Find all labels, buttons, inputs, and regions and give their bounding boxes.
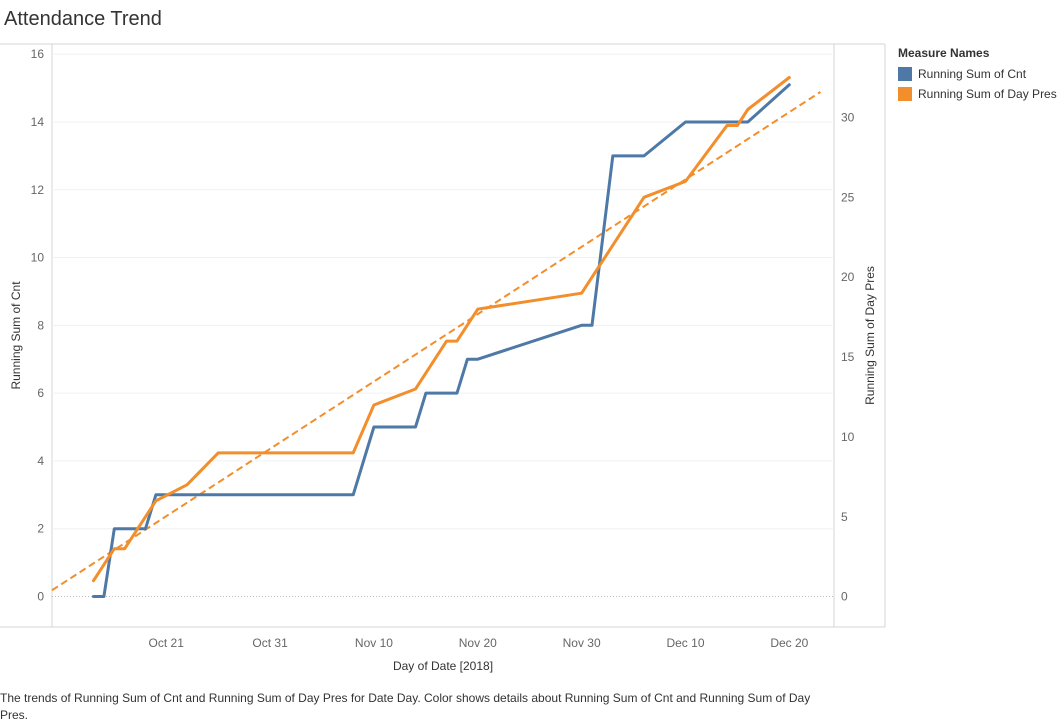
chart-title: Attendance Trend <box>4 8 162 30</box>
y-right-tick-label: 25 <box>841 190 855 204</box>
y-left-tick-label: 12 <box>31 183 45 197</box>
y-right-tick-label: 15 <box>841 350 855 364</box>
x-tick-label: Nov 10 <box>355 636 393 650</box>
y-left-tick-label: 8 <box>37 318 44 332</box>
x-tick-label: Oct 21 <box>149 636 185 650</box>
legend-label-day-pres: Running Sum of Day Pres <box>918 87 1057 101</box>
y-left-tick-label: 14 <box>31 115 45 129</box>
y-left-axis-title: Running Sum of Cnt <box>9 281 23 390</box>
y-left-tick-label: 16 <box>31 47 45 61</box>
trend-line-day-pres <box>51 91 822 592</box>
y-left-tick-label: 2 <box>37 522 44 536</box>
legend-swatch-day-pres <box>898 87 912 101</box>
x-tick-label: Oct 31 <box>252 636 288 650</box>
legend-swatch-cnt <box>898 67 912 81</box>
y-right-tick-label: 30 <box>841 110 855 124</box>
chart-canvas: 0 2 4 6 8 10 12 14 16 0 5 10 15 20 25 30 Oct 21 Oct 31 Nov… <box>0 43 886 673</box>
x-tick-label: Nov 30 <box>563 636 601 650</box>
y-right-tick-label: 10 <box>841 430 855 444</box>
y-left-tick-label: 4 <box>37 454 44 468</box>
legend-item-running-sum-of-cnt[interactable]: Running Sum of Cnt <box>898 64 1057 84</box>
y-right-axis-title: Running Sum of Day Pres <box>863 266 877 405</box>
x-tick-label: Dec 20 <box>770 636 808 650</box>
legend-title: Measure Names <box>898 46 990 60</box>
x-axis-title: Day of Date [2018] <box>393 659 493 673</box>
legend[interactable]: Measure Names Running Sum of Cnt Running… <box>898 46 1057 104</box>
y-right-tick-label: 0 <box>841 590 848 604</box>
series-line-running-sum-of-day-pres <box>92 76 791 583</box>
y-left-tick-label: 0 <box>37 589 44 603</box>
y-left-tick-label: 6 <box>37 386 44 400</box>
series-line-running-sum-of-cnt <box>92 83 791 598</box>
legend-label-cnt: Running Sum of Cnt <box>918 67 1027 81</box>
chart-caption: The trends of Running Sum of Cnt and Run… <box>0 691 811 722</box>
y-right-tick-label: 5 <box>841 510 848 524</box>
y-left-tick-label: 10 <box>31 251 45 265</box>
x-tick-label: Dec 10 <box>666 636 704 650</box>
x-tick-label: Nov 20 <box>459 636 497 650</box>
y-right-tick-label: 20 <box>841 270 855 284</box>
legend-item-running-sum-of-day-pres[interactable]: Running Sum of Day Pres <box>898 84 1057 104</box>
